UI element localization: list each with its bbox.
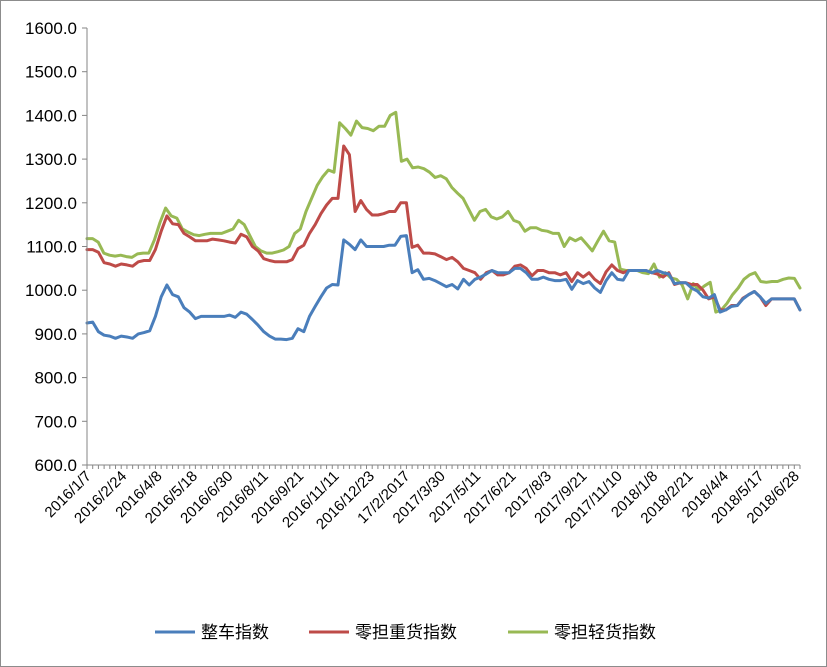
y-tick-label: 600.0 [34, 456, 77, 475]
y-tick-label: 1000.0 [25, 281, 77, 300]
y-tick-label: 1300.0 [25, 150, 77, 169]
y-tick-label: 1500.0 [25, 63, 77, 82]
y-tick-label: 1600.0 [25, 19, 77, 38]
legend-label: 零担重货指数 [355, 623, 457, 643]
y-tick-label: 1200.0 [25, 194, 77, 213]
legend-label: 整车指数 [201, 623, 269, 643]
legend-label: 零担轻货指数 [554, 623, 656, 643]
series-line-0 [85, 234, 802, 342]
y-tick-label: 900.0 [34, 325, 77, 344]
x-axis-ticks: 2016/1/72016/2/242016/4/82016/5/182016/6… [42, 465, 803, 533]
y-tick-label: 1100.0 [26, 238, 77, 257]
y-tick-label: 1400.0 [25, 106, 77, 125]
series-lines [85, 110, 802, 342]
y-tick-label: 800.0 [34, 369, 77, 388]
legend: 整车指数 零担重货指数 零担轻货指数 [155, 623, 656, 643]
y-tick-label: 700.0 [34, 412, 77, 431]
y-axis-ticks: 600.0 700.0 800.0 900.0 1000.0 1100.0 1200.0 13… [25, 19, 87, 475]
series-line-2 [85, 110, 802, 314]
